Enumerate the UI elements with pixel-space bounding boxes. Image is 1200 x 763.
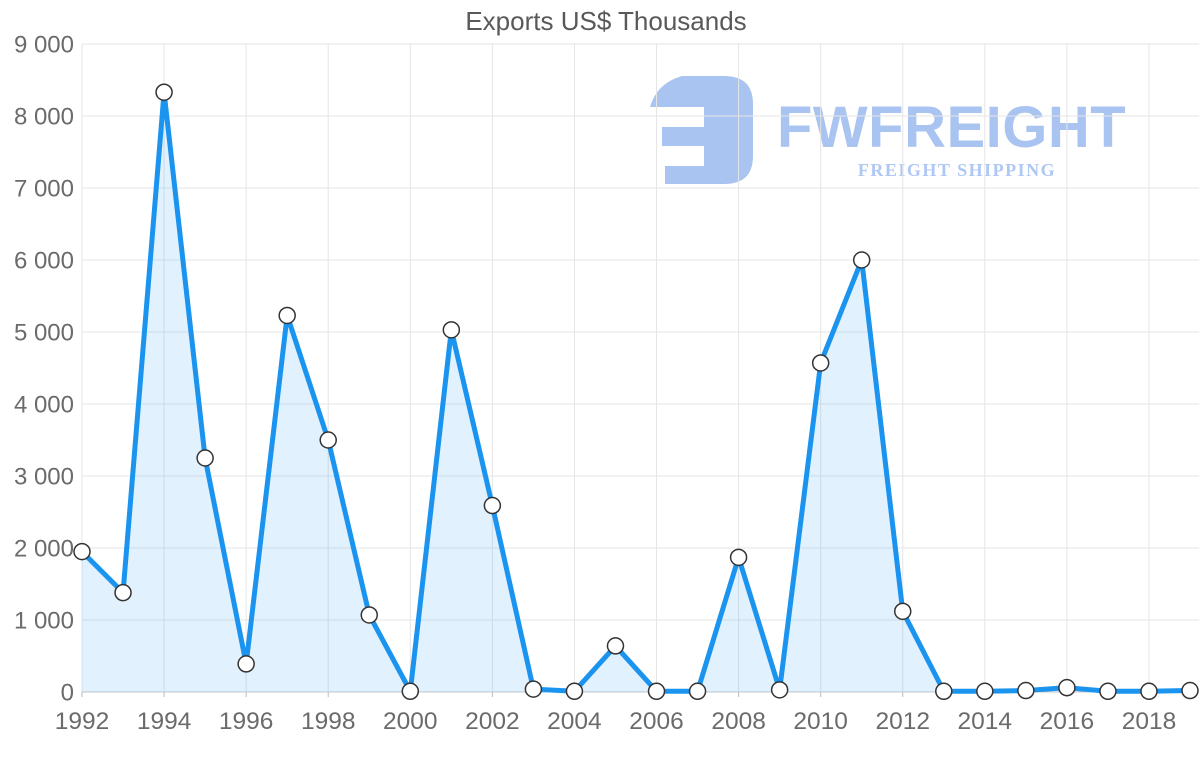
x-tick-label: 2006	[629, 708, 684, 735]
x-tick-label: 2012	[875, 708, 930, 735]
logo-tagline-text: FREIGHT SHIPPING	[858, 160, 1056, 180]
x-tick-label: 2004	[547, 708, 602, 735]
data-point-marker-1995[interactable]	[196, 449, 214, 467]
gridlines	[81, 43, 1199, 697]
chart-title: Exports US$ Thousands	[465, 6, 746, 36]
data-point-marker-1992[interactable]	[73, 542, 91, 561]
watermark-logo: FWFREIGHT FREIGHT SHIPPING	[650, 76, 1126, 184]
x-tick-label: 2002	[465, 708, 520, 735]
data-point-marker-2012[interactable]	[893, 602, 912, 621]
data-point-marker-2015[interactable]	[1017, 681, 1035, 700]
data-point-marker-2003[interactable]	[524, 680, 543, 698]
y-tick-label: 9 000	[14, 32, 74, 59]
x-tick-label: 1992	[55, 708, 110, 735]
data-point-marker-2017[interactable]	[1099, 682, 1117, 701]
data-point-marker-2007[interactable]	[688, 682, 707, 701]
data-point-marker-2014[interactable]	[976, 682, 994, 701]
y-tick-label: 6 000	[14, 248, 74, 275]
x-tick-label: 1998	[301, 708, 356, 735]
y-tick-label: 3 000	[14, 464, 74, 491]
data-point-marker-2005[interactable]	[606, 637, 625, 655]
data-point-marker-2010[interactable]	[811, 354, 830, 372]
x-tick-label: 2000	[383, 708, 438, 735]
y-tick-label: 4 000	[14, 392, 74, 419]
x-axis-labels: 1992 1994 1996 1998 2000 2002 2004 2006 2008 2010…	[55, 708, 1176, 735]
data-point-marker-2016[interactable]	[1058, 678, 1076, 697]
data-point-marker-2008[interactable]	[729, 548, 748, 567]
y-tick-label: 0	[61, 680, 74, 707]
x-tick-label: 1994	[137, 708, 192, 735]
data-point-marker-2002[interactable]	[483, 496, 502, 515]
data-point-marker-2006[interactable]	[647, 682, 666, 701]
data-point-marker-2000[interactable]	[401, 682, 420, 701]
logo-brand-text: FWFREIGHT	[777, 95, 1126, 160]
data-point-marker-2019[interactable]	[1181, 681, 1199, 700]
data-point-marker-2001[interactable]	[442, 321, 461, 339]
x-tick-label: 1996	[219, 708, 274, 735]
series-markers	[73, 83, 1199, 701]
data-point-marker-2004[interactable]	[565, 682, 584, 701]
x-tick-label: 2008	[711, 708, 766, 735]
series-line-path	[79, 89, 1193, 694]
y-tick-label: 1 000	[14, 608, 74, 635]
x-tick-label: 2010	[793, 708, 848, 735]
data-point-marker-1999[interactable]	[360, 606, 379, 624]
y-tick-label: 2 000	[14, 536, 74, 563]
data-point-marker-2009[interactable]	[770, 681, 789, 699]
y-tick-label: 5 000	[14, 320, 74, 347]
y-tick-label: 7 000	[14, 176, 74, 203]
data-point-marker-1994[interactable]	[155, 83, 173, 101]
x-tick-label: 2014	[958, 708, 1013, 735]
data-point-marker-1993[interactable]	[114, 583, 132, 602]
data-point-marker-1997[interactable]	[278, 306, 296, 325]
data-point-marker-2011[interactable]	[852, 251, 871, 269]
area-fill	[82, 92, 1190, 693]
y-tick-label: 8 000	[14, 104, 74, 131]
series-area	[82, 92, 1190, 693]
series-line	[79, 89, 1193, 694]
data-point-marker-2018[interactable]	[1140, 682, 1158, 701]
fwfreight-logo-icon	[650, 76, 753, 184]
data-point-marker-2013[interactable]	[935, 682, 953, 701]
x-tick-label: 2016	[1040, 708, 1095, 735]
data-point-marker-1996[interactable]	[237, 655, 255, 673]
x-tick-label: 2018	[1122, 708, 1177, 735]
data-point-marker-1998[interactable]	[319, 431, 337, 449]
y-axis-labels: 0 1 000 2 000 3 000 4 000 5 000 6 000 7 000 8 00…	[14, 32, 74, 707]
